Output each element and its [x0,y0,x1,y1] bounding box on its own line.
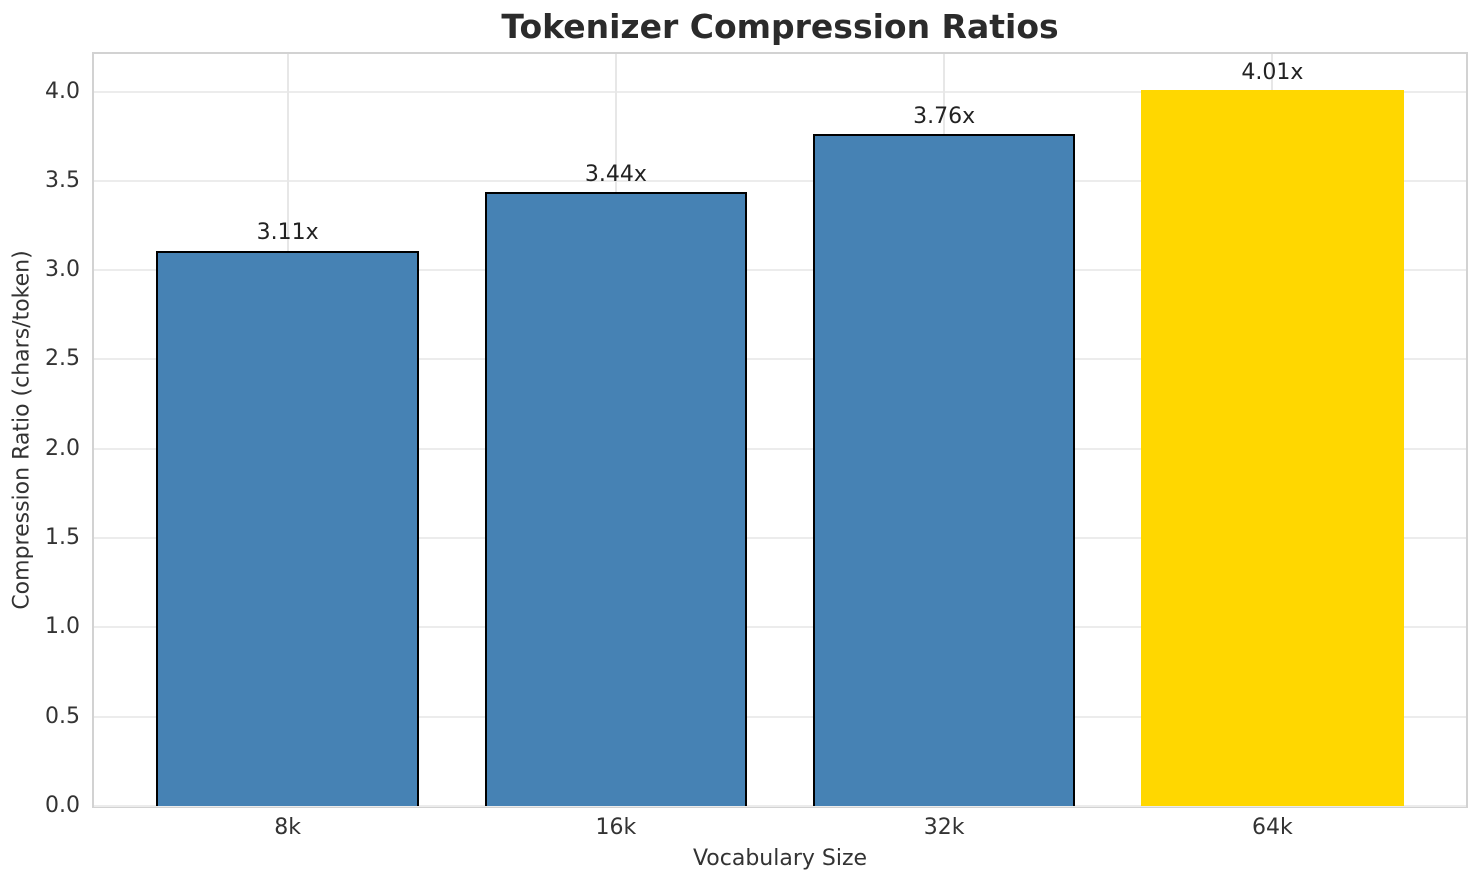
y-tick-label: 0.5 [45,703,80,729]
x-tick-label: 32k [923,815,965,840]
x-tick-label: 64k [1251,815,1293,840]
bar-value-label: 3.44x [584,161,647,187]
y-tick-label: 3.0 [45,257,80,283]
x-tick-label: 16k [595,815,637,840]
gridline-horizontal [94,90,1466,93]
bar-value-label: 4.01x [1241,59,1304,85]
y-tick-label: 3.5 [45,167,80,193]
y-tick-label: 2.5 [45,346,80,372]
y-tick-label: 2.0 [45,435,80,461]
bar-32k [812,134,1076,806]
x-axis-label: Vocabulary Size [692,846,868,871]
bar-value-label: 3.76x [913,104,976,130]
bar-64k [1141,89,1404,806]
gridline-horizontal [94,715,1466,718]
y-tick-label: 1.0 [45,614,80,640]
y-axis-label: Compression Ratio (chars/token) [9,250,35,610]
gridline-horizontal [94,358,1466,361]
gridline-horizontal [94,269,1466,272]
gridline-horizontal [94,805,1466,807]
bar-16k [484,191,748,806]
y-tick-label: 1.5 [45,525,80,551]
chart-title: Tokenizer Compression Ratios [501,7,1059,46]
bar-8k [156,250,419,806]
gridline-horizontal [94,447,1466,450]
gridline-horizontal [94,626,1466,629]
x-tick-label: 8k [274,815,302,840]
gridline-horizontal [94,537,1466,540]
y-tick-label: 4.0 [45,78,80,104]
y-tick-label: 0.0 [45,793,80,818]
gridline-horizontal [94,179,1466,182]
plot-area [92,52,1468,808]
bar-value-label: 3.11x [256,220,319,246]
